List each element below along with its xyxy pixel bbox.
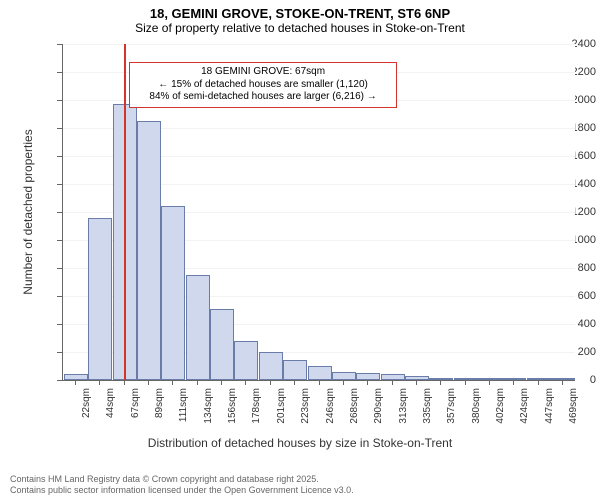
x-tick-label: 156sqm	[227, 388, 238, 438]
x-tick-label: 335sqm	[422, 388, 433, 438]
histogram-bar	[259, 352, 283, 380]
x-tick-label: 290sqm	[373, 388, 384, 438]
x-tick-label: 134sqm	[203, 388, 214, 438]
x-tick-mark	[538, 380, 539, 385]
annotation-line: 84% of semi-detached houses are larger (…	[136, 91, 390, 104]
annotation-box: 18 GEMINI GROVE: 67sqm← 15% of detached …	[129, 62, 397, 108]
footer-line-1: Contains HM Land Registry data © Crown c…	[10, 474, 354, 485]
x-tick-label: 357sqm	[446, 388, 457, 438]
x-tick-label: 447sqm	[544, 388, 555, 438]
x-tick-mark	[489, 380, 490, 385]
x-tick-label: 89sqm	[154, 388, 165, 438]
x-tick-label: 424sqm	[519, 388, 530, 438]
x-tick-mark	[319, 380, 320, 385]
gridline	[63, 44, 575, 45]
annotation-line: 18 GEMINI GROVE: 67sqm	[136, 66, 390, 79]
x-tick-mark	[197, 380, 198, 385]
x-tick-label: 178sqm	[251, 388, 262, 438]
x-tick-mark	[172, 380, 173, 385]
x-tick-label: 246sqm	[325, 388, 336, 438]
x-tick-mark	[562, 380, 563, 385]
x-tick-label: 402sqm	[495, 388, 506, 438]
x-tick-mark	[75, 380, 76, 385]
histogram-bar	[234, 341, 258, 380]
x-tick-mark	[367, 380, 368, 385]
x-tick-mark	[343, 380, 344, 385]
x-tick-mark	[245, 380, 246, 385]
histogram-bar	[88, 218, 112, 380]
footer-line-2: Contains public sector information licen…	[10, 485, 354, 496]
chart-subtitle: Size of property relative to detached ho…	[0, 21, 600, 39]
x-tick-label: 313sqm	[398, 388, 409, 438]
x-tick-mark	[513, 380, 514, 385]
histogram-bar	[356, 373, 380, 380]
property-marker-line	[124, 44, 126, 380]
x-tick-mark	[440, 380, 441, 385]
histogram-bar	[308, 366, 332, 380]
x-tick-mark	[270, 380, 271, 385]
x-tick-label: 268sqm	[349, 388, 360, 438]
x-tick-mark	[221, 380, 222, 385]
x-tick-label: 111sqm	[178, 388, 189, 438]
x-tick-mark	[148, 380, 149, 385]
x-tick-mark	[416, 380, 417, 385]
y-axis-label: Number of detached properties	[21, 112, 35, 312]
footer-attribution: Contains HM Land Registry data © Crown c…	[10, 474, 354, 496]
x-tick-mark	[465, 380, 466, 385]
histogram-bar	[137, 121, 161, 380]
annotation-line: ← 15% of detached houses are smaller (1,…	[136, 79, 390, 92]
histogram-bar	[186, 275, 210, 380]
histogram-bar	[161, 206, 185, 380]
x-tick-mark	[392, 380, 393, 385]
x-tick-label: 469sqm	[568, 388, 579, 438]
chart-container: 18, GEMINI GROVE, STOKE-ON-TRENT, ST6 6N…	[0, 0, 600, 500]
histogram-bar	[332, 372, 356, 380]
plot-area: 18 GEMINI GROVE: 67sqm← 15% of detached …	[62, 44, 575, 381]
x-tick-mark	[99, 380, 100, 385]
x-axis-label: Distribution of detached houses by size …	[0, 436, 600, 450]
x-tick-label: 380sqm	[471, 388, 482, 438]
chart-title: 18, GEMINI GROVE, STOKE-ON-TRENT, ST6 6N…	[0, 0, 600, 21]
histogram-bar	[210, 309, 234, 380]
x-tick-label: 223sqm	[300, 388, 311, 438]
histogram-bar	[283, 360, 307, 380]
x-tick-label: 67sqm	[130, 388, 141, 438]
x-tick-label: 22sqm	[81, 388, 92, 438]
x-tick-mark	[124, 380, 125, 385]
x-tick-label: 201sqm	[276, 388, 287, 438]
x-tick-mark	[294, 380, 295, 385]
x-tick-label: 44sqm	[105, 388, 116, 438]
